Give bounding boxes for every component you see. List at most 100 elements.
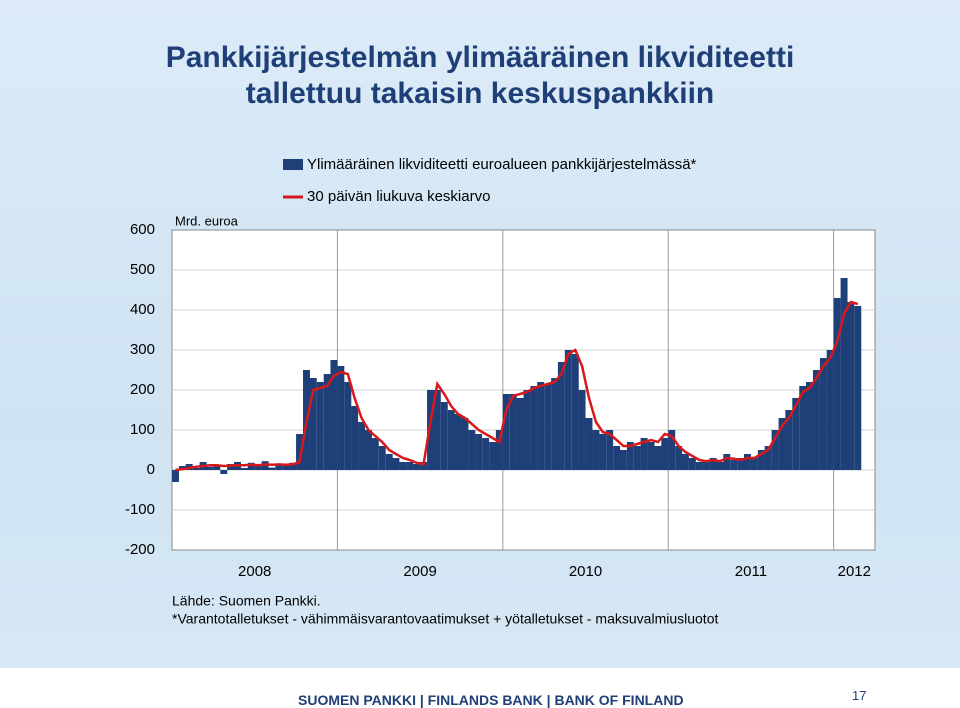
title-line: tallettuu takaisin keskuspankkiin: [245, 77, 715, 110]
bar: [378, 446, 386, 470]
bar: [564, 350, 572, 470]
y-tick-label: 100: [130, 421, 155, 438]
bar: [523, 390, 531, 470]
bar: [516, 398, 524, 470]
bar: [509, 394, 517, 470]
bar: [247, 462, 255, 470]
bar: [654, 446, 662, 470]
bar: [847, 302, 855, 470]
bar: [447, 410, 455, 470]
bar: [227, 464, 235, 470]
bar: [468, 430, 476, 470]
y-axis-label: Mrd. euroa: [175, 213, 239, 228]
bar: [709, 458, 717, 470]
bar: [757, 450, 765, 470]
bar: [833, 298, 841, 470]
bar: [254, 466, 262, 470]
bar: [530, 386, 538, 470]
bar: [213, 465, 221, 470]
bar: [737, 458, 745, 470]
bar: [192, 468, 200, 470]
title-line: Pankkijärjestelmän ylimääräinen likvidit…: [165, 41, 795, 74]
bar: [392, 458, 400, 470]
bar: [551, 378, 559, 470]
bar: [406, 462, 414, 470]
bar: [819, 358, 827, 470]
bar: [557, 362, 565, 470]
bar: [730, 460, 738, 470]
y-tick-label: -200: [125, 541, 155, 558]
bar: [344, 382, 352, 470]
bar: [420, 462, 428, 470]
legend-label: 30 päivän liukuva keskiarvo: [307, 188, 490, 205]
bar: [289, 462, 297, 470]
y-tick-label: 500: [130, 261, 155, 278]
bar: [461, 418, 469, 470]
bar: [695, 462, 703, 470]
legend-swatch: [283, 159, 303, 170]
chart: Mrd. euroa Lähde: Suomen Pankki. *Varant…: [125, 156, 876, 627]
bar: [275, 464, 283, 470]
bar: [675, 446, 683, 470]
source: Lähde: Suomen Pankki.: [172, 593, 321, 609]
bar: [440, 402, 448, 470]
legend-label: Ylimääräinen likviditeetti euroalueen pa…: [307, 156, 697, 173]
bar: [826, 350, 834, 470]
footnote: *Varantotalletukset - vähimmäisvarantova…: [172, 611, 718, 627]
bar: [206, 466, 214, 470]
x-tick-label: 2008: [238, 563, 271, 580]
x-tick-label: 2009: [403, 563, 436, 580]
bar: [475, 434, 483, 470]
bar: [688, 458, 696, 470]
bar: [854, 306, 862, 470]
bar: [792, 398, 800, 470]
bar: [309, 378, 317, 470]
bar: [633, 446, 641, 470]
bar: [316, 382, 324, 470]
bar: [812, 370, 820, 470]
bar: [454, 414, 462, 470]
bar: [750, 458, 758, 470]
page-number: 17: [852, 688, 867, 703]
y-tick-label: 400: [130, 301, 155, 318]
bar: [771, 430, 779, 470]
bar: [681, 454, 689, 470]
bar: [606, 430, 614, 470]
bar: [296, 434, 304, 470]
bar: [571, 354, 579, 470]
bar: [702, 460, 710, 470]
bar: [172, 470, 179, 482]
bar: [778, 418, 786, 470]
line: [175, 300, 859, 472]
bar: [716, 462, 724, 470]
y-tick-label: 300: [130, 341, 155, 358]
bar: [358, 422, 366, 470]
footer-text: SUOMEN PANKKI | FINLANDS BANK | BANK OF …: [298, 692, 684, 708]
bar: [799, 386, 807, 470]
bar: [495, 430, 503, 470]
footer: SUOMEN PANKKI | FINLANDS BANK | BANK OF …: [0, 668, 960, 708]
bar: [413, 464, 421, 470]
bar: [365, 430, 372, 470]
bar: [743, 454, 751, 470]
x-tick-label: 2012: [838, 563, 871, 580]
bar: [489, 442, 497, 470]
bar: [502, 394, 510, 470]
bar: [585, 418, 593, 470]
bar: [613, 446, 621, 470]
title: Pankkijärjestelmän ylimääräinen likvidit…: [0, 40, 960, 112]
y-tick-label: 0: [147, 461, 155, 478]
bar: [626, 442, 634, 470]
x-tick-label: 2011: [735, 563, 767, 580]
bar: [433, 390, 441, 470]
bar: [220, 470, 228, 474]
bar: [268, 467, 276, 470]
bar: [661, 438, 669, 470]
y-tick-label: -100: [125, 501, 155, 518]
bar: [537, 382, 545, 470]
bar: [399, 462, 407, 470]
x-tick-label: 2010: [569, 563, 602, 580]
bar: [337, 366, 345, 470]
bar: [330, 360, 338, 470]
